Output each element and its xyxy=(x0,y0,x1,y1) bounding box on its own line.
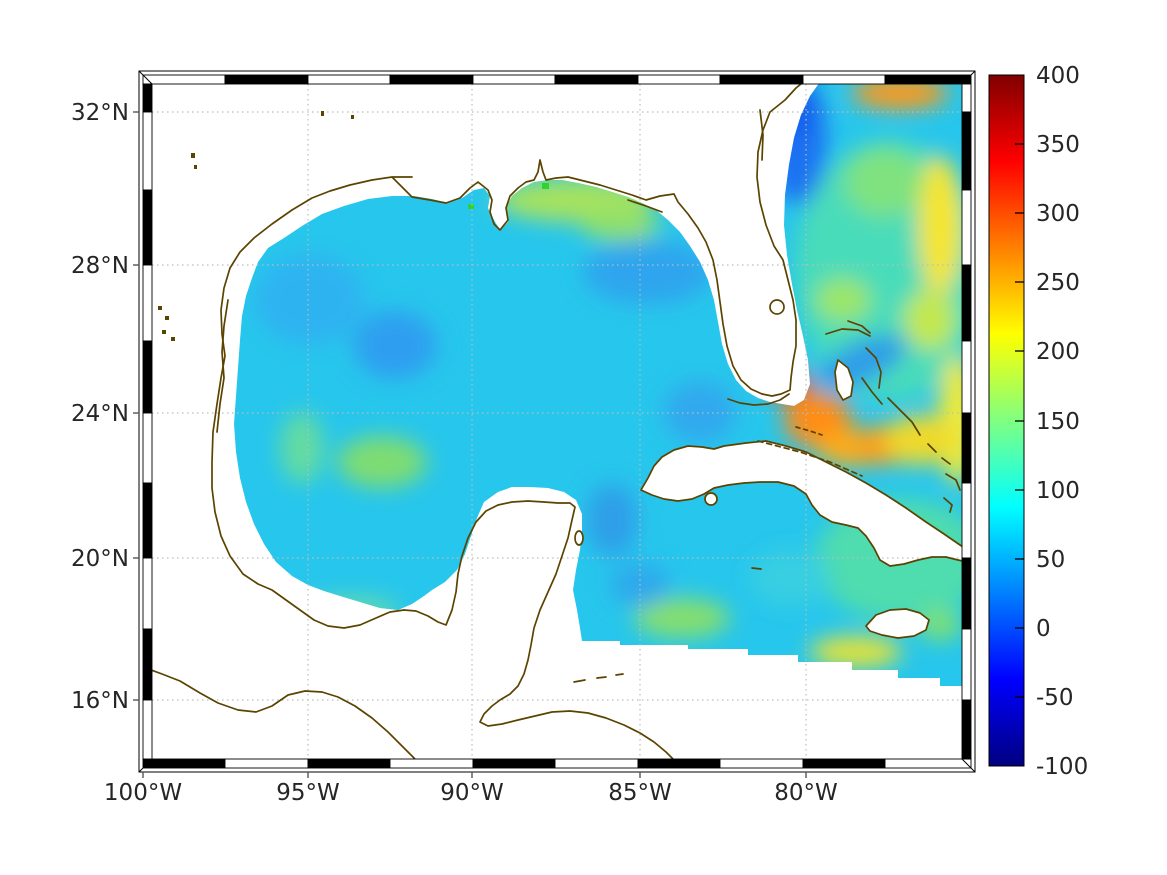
colorbar-tick-label: 250 xyxy=(1036,270,1080,296)
cozumel xyxy=(574,530,584,546)
lat-tick-label: 20°N xyxy=(71,546,129,572)
lake-okeechobee xyxy=(769,299,785,315)
exuma-chain xyxy=(861,377,883,405)
heatmap-field xyxy=(234,84,962,686)
lon-tick-label: 95°W xyxy=(276,780,340,806)
cayman xyxy=(751,567,762,570)
colorbar-tick-label: 100 xyxy=(1036,478,1080,504)
sabana-cays xyxy=(757,440,863,477)
colorbar-ticks xyxy=(1015,143,1024,698)
lon-tick-label: 100°W xyxy=(104,780,182,806)
florida-keys xyxy=(727,393,790,406)
colorbar-tick-label: 300 xyxy=(1036,201,1080,227)
grand-bahama-abaco xyxy=(825,320,871,337)
colorbar-labels: 400 350 300 250 200 150 100 50 0 -50 -10… xyxy=(1036,63,1088,780)
isla-juventud xyxy=(704,492,718,506)
jamaica-land xyxy=(866,609,929,638)
pacific-coastline xyxy=(152,669,416,759)
cuba-land xyxy=(641,441,962,566)
colorbar-tick-label: 400 xyxy=(1036,63,1080,89)
colorbar-tick-label: 50 xyxy=(1036,547,1065,573)
lat-tick-label: 32°N xyxy=(71,100,129,126)
colorbar-tick-label: 350 xyxy=(1036,132,1080,158)
colorbar-tick-label: -100 xyxy=(1036,754,1088,780)
apalachicola-barrier xyxy=(627,199,663,213)
lon-tick-label: 80°W xyxy=(774,780,838,806)
inland-specks xyxy=(158,111,354,341)
graticule xyxy=(152,84,962,759)
lat-tick-label: 24°N xyxy=(71,401,129,427)
frame-outer-line xyxy=(138,70,976,773)
jamaica-coastline xyxy=(865,608,930,639)
map-area xyxy=(152,84,962,759)
colorbar-tick-label: -50 xyxy=(1036,685,1074,711)
bay-islands xyxy=(573,673,624,683)
latitude-labels: 32°N 28°N 24°N 20°N 16°N xyxy=(71,100,129,714)
lat-tick-label: 16°N xyxy=(71,688,129,714)
eleuthera xyxy=(865,347,882,389)
mainland-coastline xyxy=(211,84,803,759)
colorbar: 400 350 300 250 200 150 100 50 0 -50 -10… xyxy=(988,63,1088,780)
map-frame xyxy=(133,70,976,778)
colorbar-tick-label: 150 xyxy=(1036,409,1080,435)
ragged-cays xyxy=(943,473,961,513)
frame-band-segments xyxy=(142,74,972,769)
long-island-chain xyxy=(887,397,951,465)
frame-corner-miters xyxy=(138,70,976,773)
cuba-coastline xyxy=(640,440,962,567)
lon-tick-label: 90°W xyxy=(440,780,504,806)
longitude-labels: 100°W 95°W 90°W 85°W 80°W xyxy=(104,780,838,806)
georgia-barrier xyxy=(759,109,764,161)
andros-coastline xyxy=(834,359,854,401)
colorbar-tick-label: 200 xyxy=(1036,339,1080,365)
axis-tick-marks xyxy=(133,111,807,778)
coastlines xyxy=(152,84,962,759)
lon-tick-label: 85°W xyxy=(608,780,672,806)
lat-tick-label: 28°N xyxy=(71,253,129,279)
colorbar-tick-label: 0 xyxy=(1036,616,1051,642)
texas-lagoon xyxy=(216,299,229,433)
